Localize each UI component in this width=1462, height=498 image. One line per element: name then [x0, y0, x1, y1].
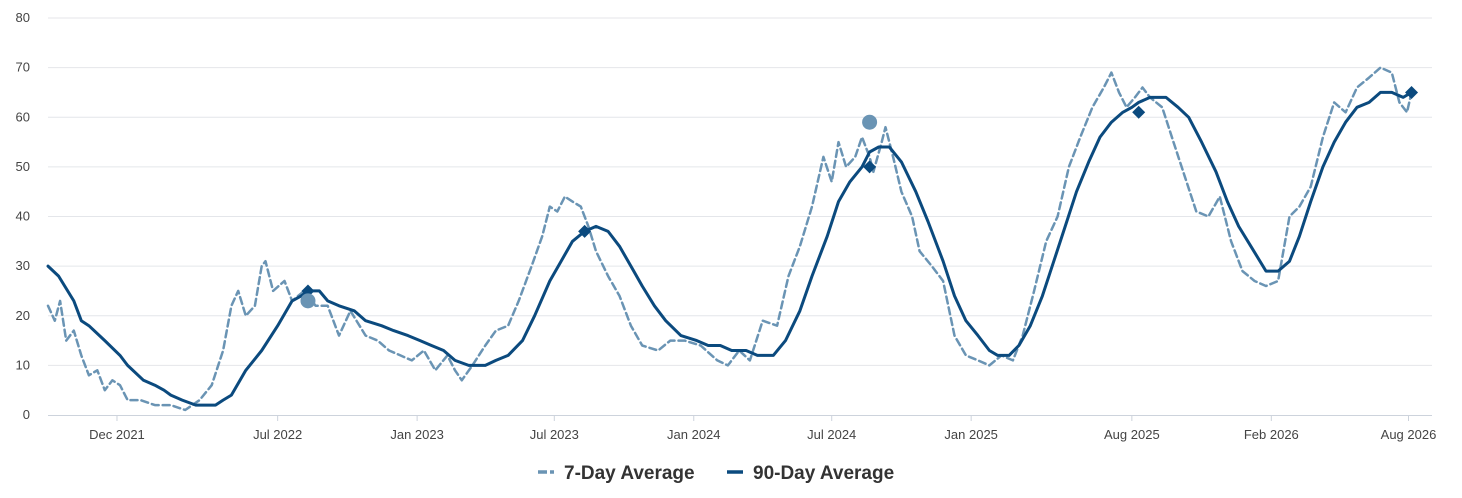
y-tick-label: 60 [16, 109, 30, 124]
x-tick-label: Jul 2024 [807, 427, 856, 442]
y-tick-label: 30 [16, 258, 30, 273]
series-90-day-line [46, 90, 1413, 407]
data-point-diamond[interactable] [863, 160, 877, 174]
marker-layer [300, 85, 1419, 309]
y-tick-label: 70 [16, 60, 30, 75]
y-tick-label: 10 [16, 357, 30, 372]
y-tick-label: 50 [16, 159, 30, 174]
series-7-day-line [46, 66, 1413, 412]
legend[interactable]: 7-Day Average 90-Day Average [538, 463, 894, 484]
legend-label: 7-Day Average [564, 463, 695, 484]
x-tick-label: Feb 2026 [1244, 427, 1299, 442]
data-point-diamond[interactable] [578, 224, 592, 238]
x-tick-label: Jul 2023 [530, 427, 579, 442]
data-point-circle[interactable] [300, 293, 316, 309]
x-tick-label: Dec 2021 [89, 427, 145, 442]
x-tick-label: Jan 2023 [390, 427, 444, 442]
y-tick-label: 20 [16, 308, 30, 323]
x-tick-label: Jan 2024 [667, 427, 721, 442]
y-tick-label: 80 [16, 10, 30, 25]
x-tick-label: Aug 2025 [1104, 427, 1160, 442]
legend-item-7-day[interactable]: 7-Day Average [538, 463, 695, 484]
series-layer [46, 66, 1413, 412]
data-point-circle[interactable] [862, 114, 878, 130]
x-axis: Dec 2021 Jul 2022 Jan 2023 Jul 2023 Jan 2024… [48, 415, 1436, 442]
data-point-diamond[interactable] [1132, 105, 1146, 119]
legend-label: 90-Day Average [753, 463, 894, 484]
grid-layer [48, 17, 1432, 366]
x-tick-label: Jan 2025 [944, 427, 998, 442]
y-tick-label: 40 [16, 209, 30, 224]
y-tick-label: 0 [23, 407, 30, 422]
data-point-diamond[interactable] [1405, 85, 1419, 99]
x-tick-label: Jul 2022 [253, 427, 302, 442]
legend-item-90-day[interactable]: 90-Day Average [727, 463, 894, 484]
x-tick-label: Aug 2026 [1381, 427, 1437, 442]
y-axis: 0 10 20 30 40 50 60 70 80 [16, 10, 30, 422]
